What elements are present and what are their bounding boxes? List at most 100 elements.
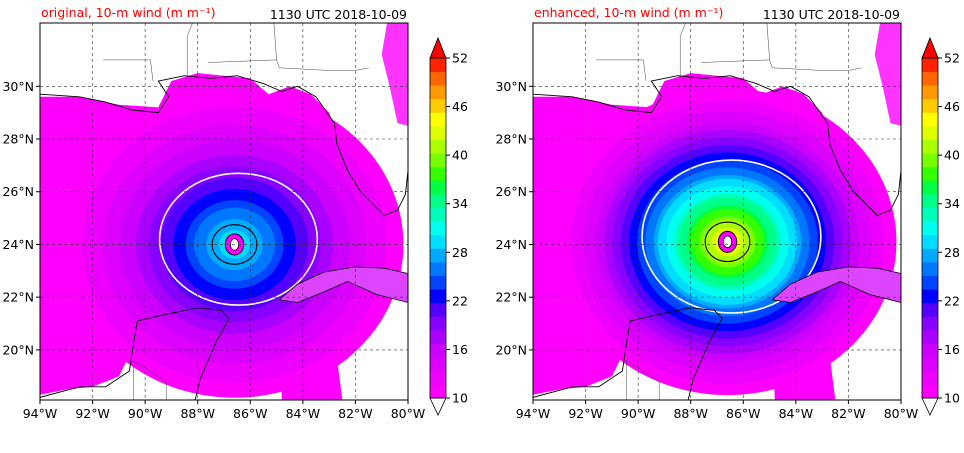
border-line bbox=[186, 23, 193, 76]
wind-contour-black bbox=[704, 221, 751, 263]
y-tick-label: 20°N bbox=[495, 342, 527, 357]
colorbar-tick-label: 40 bbox=[944, 148, 960, 163]
cuba-island bbox=[278, 266, 408, 303]
colorbar-tick-label: 46 bbox=[452, 99, 468, 114]
colorbar-enhanced: 10 16 22 28 34 40 46 52 bbox=[921, 36, 960, 416]
y-tick-label: 28°N bbox=[495, 132, 527, 147]
y-tick-label: 26°N bbox=[2, 184, 34, 199]
colorbar-tick-label: 22 bbox=[452, 293, 468, 308]
colorbar-swatch bbox=[430, 248, 446, 263]
colorbar-swatch bbox=[430, 370, 446, 385]
colorbar-swatch bbox=[922, 330, 938, 344]
gridlines-original bbox=[40, 23, 408, 400]
coastline-enhanced bbox=[533, 23, 901, 400]
map-frame-enhanced bbox=[532, 22, 902, 401]
colorbar-swatch bbox=[430, 275, 446, 290]
colorbar-swatch bbox=[922, 370, 938, 385]
x-tick-label: 94°W bbox=[23, 406, 58, 421]
colorbar-swatch bbox=[922, 384, 938, 399]
map-frame-original bbox=[39, 22, 409, 401]
colorbar-swatch bbox=[922, 248, 938, 263]
border-line bbox=[596, 59, 647, 82]
y-tick-label: 22°N bbox=[2, 290, 34, 305]
wind-field-enhanced bbox=[533, 23, 901, 400]
colorbar-tick-label: 46 bbox=[944, 99, 960, 114]
colorbar-original: 10 16 22 28 34 40 46 52 bbox=[429, 36, 468, 416]
colorbar-swatch bbox=[430, 139, 446, 154]
atlantic-wind-strip bbox=[874, 23, 901, 126]
x-tick-label: 82°W bbox=[338, 406, 373, 421]
coastline-us bbox=[40, 75, 408, 217]
colorbar-swatch bbox=[922, 98, 938, 113]
colorbar-swatch bbox=[430, 126, 446, 140]
y-tick-label: 30°N bbox=[495, 79, 527, 94]
cuba-island bbox=[771, 266, 901, 303]
coastline-mexico bbox=[40, 307, 230, 400]
colorbar-frame bbox=[921, 57, 939, 399]
atlantic-wind-strip bbox=[381, 23, 408, 126]
colorbar-tick-label: 28 bbox=[452, 245, 468, 260]
y-tick-label: 20°N bbox=[2, 342, 34, 357]
colorbar-swatch bbox=[922, 302, 938, 317]
panel-title-original: original, 10-m wind (m m⁻¹) bbox=[41, 5, 215, 20]
colorbar-swatch bbox=[430, 98, 446, 113]
colorbar-swatch bbox=[922, 180, 938, 195]
x-tick-label: 82°W bbox=[831, 406, 866, 421]
colorbar-swatch bbox=[922, 207, 938, 222]
y-ticks-enhanced: 20°N 22°N 24°N 26°N 28°N 30°N bbox=[495, 79, 533, 357]
border-line bbox=[273, 23, 277, 60]
gridlines-enhanced bbox=[533, 23, 901, 400]
colorbar-tick-label: 34 bbox=[452, 196, 468, 211]
colorbar-tick-label: 10 bbox=[452, 391, 468, 406]
colorbar-swatch bbox=[922, 126, 938, 140]
colorbar-swatch bbox=[922, 357, 938, 372]
colorbar-swatch bbox=[430, 289, 446, 304]
colorbar-swatch bbox=[430, 221, 446, 236]
colorbar-tick-label: 16 bbox=[944, 342, 960, 357]
border-line bbox=[103, 59, 154, 82]
colorbar-swatch bbox=[922, 234, 938, 249]
colorbar-swatch bbox=[922, 58, 938, 72]
colorbar-swatch bbox=[922, 289, 938, 304]
panel-title-enhanced: enhanced, 10-m wind (m m⁻¹) bbox=[534, 5, 723, 20]
colorbar-swatch bbox=[430, 357, 446, 372]
border-line bbox=[679, 23, 686, 76]
panel-enhanced: enhanced, 10-m wind (m m⁻¹) 1130 UTC 201… bbox=[495, 5, 959, 421]
x-ticks-original: 94°W 92°W 90°W 88°W 86°W 84°W 82°W 80°W bbox=[23, 400, 425, 421]
y-tick-label: 28°N bbox=[2, 132, 34, 147]
x-ticks-enhanced: 94°W 92°W 90°W 88°W 86°W 84°W 82°W 80°W bbox=[516, 400, 918, 421]
x-tick-label: 94°W bbox=[516, 406, 551, 421]
colorbar-swatch bbox=[922, 316, 938, 331]
colorbar-extend-min bbox=[921, 397, 939, 416]
colorbar-swatch bbox=[430, 180, 446, 195]
y-ticks-original: 20°N 22°N 24°N 26°N 28°N 30°N bbox=[2, 79, 40, 357]
coastline-us bbox=[533, 75, 901, 217]
colorbar-swatch bbox=[922, 221, 938, 236]
colorbar-swatch bbox=[430, 316, 446, 331]
colorbar-swatch bbox=[922, 85, 938, 100]
colorbar-swatch bbox=[430, 71, 446, 86]
panel-timestamp-original: 1130 UTC 2018-10-09 bbox=[270, 7, 407, 22]
colorbar-extend-max bbox=[921, 36, 939, 59]
colorbar-swatch bbox=[922, 262, 938, 276]
colorbar-frame bbox=[429, 57, 447, 399]
colorbar-swatch bbox=[430, 112, 446, 127]
colorbar-swatch bbox=[922, 153, 938, 168]
wind-contour-white bbox=[641, 159, 822, 314]
x-tick-label: 84°W bbox=[286, 406, 321, 421]
colorbar-extend-max bbox=[429, 36, 447, 59]
colorbar-tick-label: 34 bbox=[944, 196, 960, 211]
coastline-mexico bbox=[533, 307, 723, 400]
colorbar-tick-label: 28 bbox=[944, 245, 960, 260]
panel-timestamp-enhanced: 1130 UTC 2018-10-09 bbox=[763, 7, 900, 22]
x-tick-label: 92°W bbox=[568, 406, 603, 421]
colorbar-tick-label: 10 bbox=[944, 391, 960, 406]
coastline-original bbox=[40, 23, 408, 400]
x-tick-label: 92°W bbox=[75, 406, 110, 421]
x-tick-label: 88°W bbox=[673, 406, 708, 421]
colorbar-swatch bbox=[430, 166, 446, 181]
y-tick-label: 24°N bbox=[2, 237, 34, 252]
colorbar-swatch bbox=[922, 139, 938, 154]
border-line bbox=[208, 59, 369, 71]
